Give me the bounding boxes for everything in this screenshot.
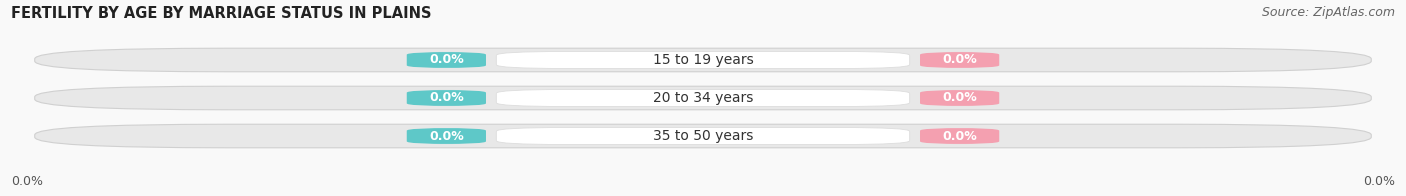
Text: 0.0%: 0.0% <box>429 130 464 142</box>
FancyBboxPatch shape <box>920 90 1000 106</box>
Text: 15 to 19 years: 15 to 19 years <box>652 53 754 67</box>
Text: Source: ZipAtlas.com: Source: ZipAtlas.com <box>1261 6 1395 19</box>
FancyBboxPatch shape <box>920 128 1000 144</box>
Text: 0.0%: 0.0% <box>11 175 44 188</box>
FancyBboxPatch shape <box>406 128 486 144</box>
FancyBboxPatch shape <box>496 128 910 144</box>
Text: 0.0%: 0.0% <box>1362 175 1395 188</box>
Text: 0.0%: 0.0% <box>429 92 464 104</box>
FancyBboxPatch shape <box>35 86 1371 110</box>
Text: 0.0%: 0.0% <box>942 92 977 104</box>
FancyBboxPatch shape <box>496 52 910 68</box>
FancyBboxPatch shape <box>920 52 1000 68</box>
Text: 35 to 50 years: 35 to 50 years <box>652 129 754 143</box>
Text: 0.0%: 0.0% <box>942 54 977 66</box>
FancyBboxPatch shape <box>406 52 486 68</box>
Text: 0.0%: 0.0% <box>429 54 464 66</box>
FancyBboxPatch shape <box>406 90 486 106</box>
FancyBboxPatch shape <box>496 90 910 106</box>
Text: FERTILITY BY AGE BY MARRIAGE STATUS IN PLAINS: FERTILITY BY AGE BY MARRIAGE STATUS IN P… <box>11 6 432 21</box>
Text: 20 to 34 years: 20 to 34 years <box>652 91 754 105</box>
Text: 0.0%: 0.0% <box>942 130 977 142</box>
FancyBboxPatch shape <box>35 124 1371 148</box>
FancyBboxPatch shape <box>35 48 1371 72</box>
